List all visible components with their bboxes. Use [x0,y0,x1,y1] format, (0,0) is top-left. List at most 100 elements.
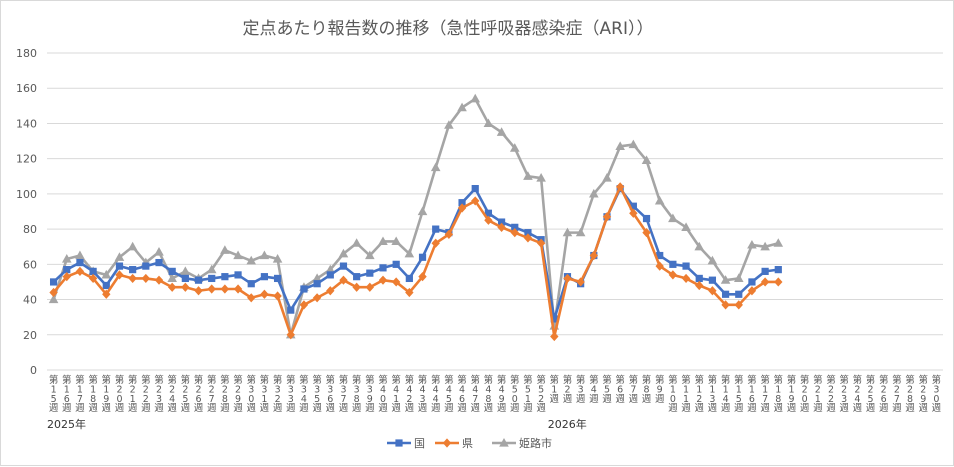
year-labels: 2025年 2026年 [47,417,587,431]
data-point [313,280,321,288]
data-point [352,282,361,292]
series-line [52,97,779,337]
data-point [562,227,573,237]
data-point [669,260,677,268]
data-point [405,287,414,298]
data-point [62,272,71,282]
data-point [63,266,71,274]
data-point [338,248,349,258]
legend-item: 姫路市 [492,436,552,450]
legend-item: 県 [435,437,473,450]
data-point [391,277,401,287]
x-axis-ticks: 第 1 5 週第 1 6 週第 1 7 週第 1 8 週第 1 9 週第 2 0 週第 2 1 週第 2 2 週第 2 3 週第 2 4 週… [49,374,942,414]
data-point [114,252,125,261]
data-point [326,271,334,279]
data-point [221,273,229,281]
data-point [483,118,494,128]
data-point [339,262,348,270]
data-point [167,273,177,283]
legend-marker [395,439,403,447]
data-point [720,275,731,284]
data-point [353,273,361,281]
data-point [615,141,625,150]
data-point [735,290,743,298]
data-point [273,274,282,283]
data-point [102,289,111,299]
data-point [654,195,665,205]
data-point [641,155,652,165]
data-point [88,273,98,284]
data-point [273,291,282,301]
data-point [511,223,519,231]
data-point [272,254,283,263]
data-point [115,270,124,280]
data-point [141,273,151,284]
data-point [300,285,308,293]
data-point [194,286,203,296]
data-point [392,260,400,268]
data-point [668,213,678,223]
data-point [181,282,190,292]
data-point [247,280,255,288]
year-label: 2025年 [47,417,86,431]
legend-label: 県 [462,437,473,450]
data-point [418,253,427,261]
data-point [366,269,374,277]
data-point [471,196,480,206]
data-point [602,212,612,222]
data-point [458,199,466,207]
data-point [247,293,256,303]
data-point [550,315,558,323]
data-point [101,269,112,279]
data-point [167,282,177,292]
data-point [457,203,467,213]
data-point [576,277,585,287]
data-point [589,188,599,198]
data-point [748,278,756,286]
data-point [656,251,664,260]
legend-label: 姫路市 [519,436,552,450]
data-point [260,273,269,281]
data-point [286,330,295,340]
data-point [49,278,58,286]
data-point [509,143,520,152]
data-point [404,248,415,258]
y-tick-label: 20 [23,329,37,342]
legend-marker [442,438,452,448]
data-point [127,241,138,251]
data-point [655,261,664,271]
data-point [457,102,467,112]
data-point [760,277,770,287]
series-layer [48,93,784,342]
data-point [615,182,625,192]
data-point [418,272,427,282]
